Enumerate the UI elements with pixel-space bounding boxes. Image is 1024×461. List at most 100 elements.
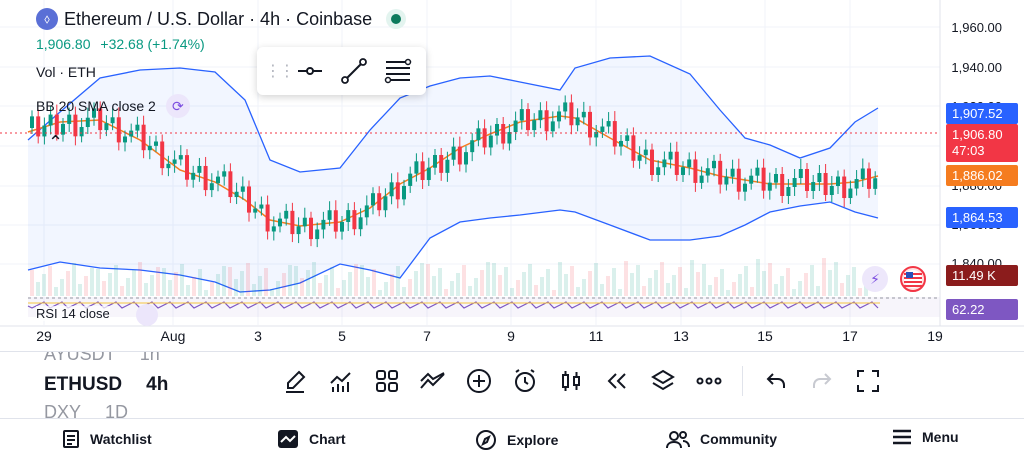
volume-bar (84, 276, 88, 296)
time-axis[interactable]: 29 Aug 3 5 7 9 11 13 15 17 19 (0, 328, 943, 348)
candle-body (352, 210, 357, 230)
volume-bar (270, 289, 274, 296)
volume-indicator-label[interactable]: Vol · ETH (36, 64, 96, 80)
volume-bar (402, 287, 406, 296)
volume-bar (264, 268, 268, 296)
symbol-picker-wheel[interactable]: AYUSDT 1h ETHUSD 4h DXY 1D (38, 352, 238, 418)
brush-icon[interactable] (280, 366, 310, 396)
ethereum-logo-icon: ⬨ (36, 8, 58, 30)
volume-bar (450, 281, 454, 296)
candle-body (129, 130, 134, 137)
candle-body (668, 151, 673, 160)
drag-handle-icon[interactable]: ⋮⋮ (265, 63, 295, 80)
fullscreen-icon[interactable] (853, 366, 883, 396)
candle-body (222, 171, 227, 177)
volume-bar (252, 284, 256, 296)
time-axis-label: 11 (588, 328, 604, 344)
volume-bar (114, 265, 118, 296)
candle-body (364, 205, 369, 218)
volume-bar (162, 268, 166, 296)
candle-body (278, 218, 282, 227)
bollinger-indicator-label[interactable]: BB 20 SMA close 2 (36, 98, 156, 114)
alert-icon[interactable] (510, 366, 540, 396)
symbol-option-prev[interactable]: AYUSDT 1h (44, 352, 160, 365)
nav-menu[interactable]: Menu (892, 429, 959, 445)
nav-community[interactable]: Community (666, 429, 777, 449)
replay-icon[interactable] (602, 366, 632, 396)
more-icon[interactable] (694, 366, 724, 396)
candle-body (718, 160, 723, 185)
volume-bar (72, 263, 76, 296)
collapse-legend-icon[interactable]: ⌃ (48, 132, 64, 152)
symbol-option-active[interactable]: ETHUSD 4h (44, 374, 168, 396)
candle-body (519, 109, 524, 121)
nav-explore[interactable]: Explore (475, 429, 558, 451)
chart-tools (280, 366, 883, 396)
undo-icon[interactable] (761, 366, 791, 396)
volume-bar (588, 271, 592, 296)
volume-bar (288, 265, 292, 296)
volume-bar (708, 285, 712, 296)
rsi-indicator-label[interactable]: RSI 14 close (36, 306, 110, 321)
candle-body (135, 124, 140, 131)
symbol-title[interactable]: Ethereum / U.S. Dollar · 4h · Coinbase (64, 8, 373, 29)
candle-body (92, 108, 96, 118)
candle-body (805, 169, 809, 191)
volume-bar (522, 272, 526, 296)
candle-body (774, 174, 778, 183)
candle-body (48, 114, 53, 126)
symbol-timeframe: 1h (139, 352, 160, 364)
volume-bar (360, 265, 364, 296)
trend-line-tool-icon[interactable] (339, 56, 369, 86)
bollinger-band-fill (28, 56, 878, 292)
us-flag-icon[interactable] (900, 266, 926, 292)
volume-bar (426, 264, 430, 296)
nav-chart[interactable]: Chart (277, 429, 346, 449)
volume-bar (342, 280, 346, 296)
symbol-option-next[interactable]: DXY 1D (44, 402, 128, 418)
active-symbol-name: ETHUSD (44, 374, 123, 395)
bollinger-indicator-row[interactable]: BB 20 SMA close 2 ⟳ (36, 94, 406, 118)
volume-bar (372, 269, 376, 296)
layers-icon[interactable] (648, 366, 678, 396)
fib-retracement-tool-icon[interactable] (383, 56, 413, 86)
compare-icon[interactable] (418, 366, 448, 396)
indicators-icon[interactable] (326, 366, 356, 396)
candle-body (693, 159, 698, 183)
candle-body (296, 226, 301, 235)
chart-area[interactable]: ⬨ Ethereum / U.S. Dollar · 4h · Coinbase… (0, 0, 1024, 350)
price-axis-label: 1,960.00 (951, 20, 1002, 35)
price-chart[interactable] (0, 0, 1024, 350)
candle-body (575, 117, 580, 126)
candle-body (302, 217, 307, 227)
chart-icon (278, 430, 298, 448)
volume-bar (774, 284, 778, 296)
candle-body (594, 131, 599, 138)
volume-bar (408, 279, 412, 296)
redo-icon[interactable] (807, 366, 837, 396)
candle-body (730, 168, 735, 177)
volume-bar (294, 266, 298, 296)
volume-bar (438, 268, 442, 296)
floating-drawing-toolbar[interactable]: ⋮⋮ (257, 47, 426, 95)
ai-insights-icon[interactable]: ⚡ (862, 266, 888, 292)
nav-chart-label: Chart (309, 431, 346, 447)
horizontal-line-tool-icon[interactable] (295, 56, 325, 86)
volume-bar (108, 273, 112, 296)
templates-icon[interactable] (372, 366, 402, 396)
volume-bar (720, 269, 724, 296)
candle-body (234, 191, 239, 198)
nav-watchlist[interactable]: Watchlist (62, 429, 152, 449)
volume-bar (858, 288, 862, 296)
volume-bar (654, 270, 658, 296)
volume-bar (234, 279, 238, 296)
market-status-icon[interactable] (386, 9, 407, 29)
candle-body (123, 136, 127, 143)
volume-bar (630, 273, 634, 296)
add-icon[interactable] (464, 366, 494, 396)
candle-body (247, 186, 251, 213)
candle-body (736, 168, 741, 192)
candle-body (395, 182, 400, 200)
candle-body (185, 155, 189, 180)
candle-type-icon[interactable] (556, 366, 586, 396)
